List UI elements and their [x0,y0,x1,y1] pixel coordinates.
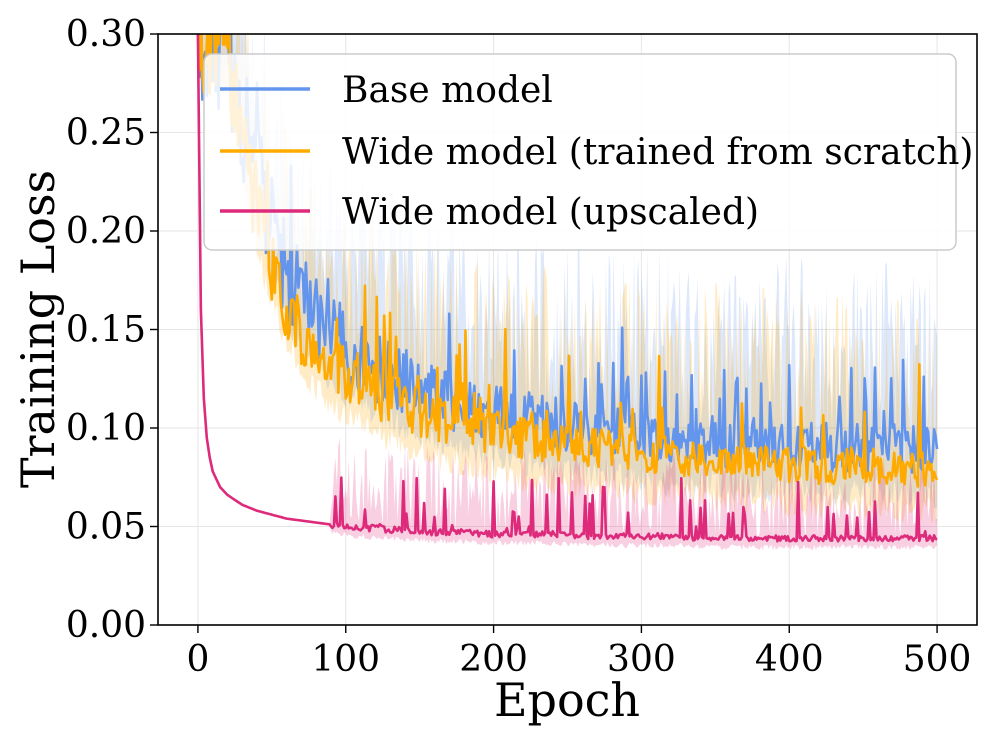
y-tick-label: 0.00 [66,605,146,646]
series-lines [196,34,939,543]
legend-box [203,53,957,251]
x-tick-label: 200 [459,639,528,680]
axis-tick-labels: 0 100 200 300 400 500 0.00 0.05 0.10 0.15 0.20 0.25… [66,14,972,680]
x-tick-label: 0 [186,639,209,680]
line-wide-scratch [196,34,939,488]
legend-label-wide-scratch: Wide model (trained from scratch) [342,132,973,173]
y-tick-label: 0.25 [66,113,146,154]
line-wide-upscaled [196,34,938,543]
legend-label-base-model: Base model [342,70,553,111]
x-tick-label: 100 [311,639,380,680]
axis-ticks [150,33,938,633]
legend: Base model Wide model (trained from scra… [203,53,973,251]
x-tick-label: 500 [903,639,972,680]
y-tick-label: 0.10 [66,408,146,449]
y-tick-label: 0.30 [66,14,146,55]
x-tick-label: 300 [607,639,676,680]
legend-label-wide-upscaled: Wide model (upscaled) [342,192,759,233]
y-tick-label: 0.20 [66,211,146,252]
x-axis-title: Epoch [494,673,640,727]
x-tick-label: 400 [755,639,824,680]
y-axis-title: Training Loss [11,170,65,488]
y-tick-label: 0.15 [66,310,146,351]
y-tick-label: 0.05 [66,507,146,548]
